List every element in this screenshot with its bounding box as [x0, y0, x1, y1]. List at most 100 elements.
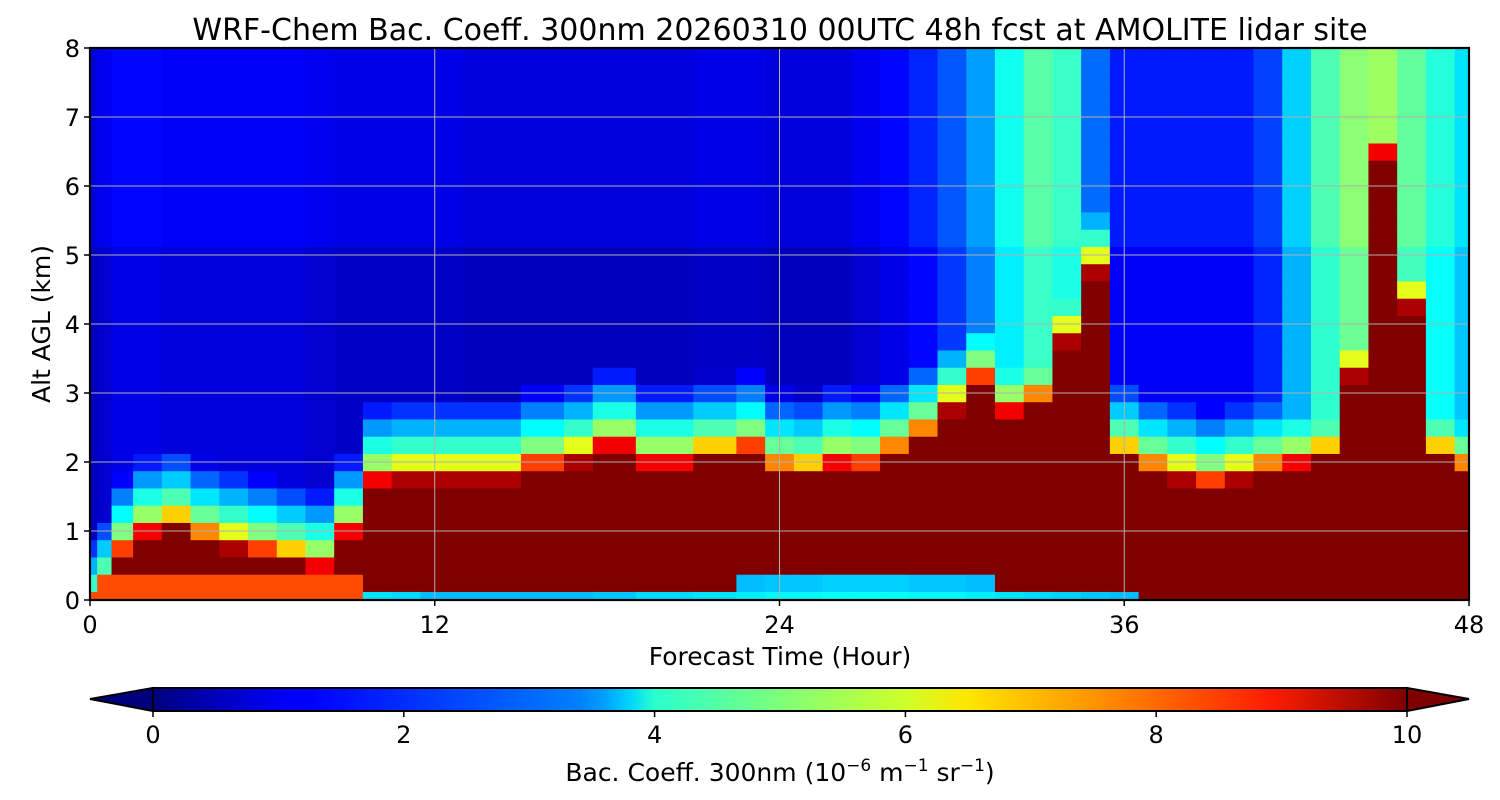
heatmap-cell	[520, 91, 565, 109]
heatmap-cell	[822, 556, 852, 575]
heatmap-cell	[1368, 470, 1398, 489]
heatmap-cell	[693, 401, 738, 420]
heatmap-cell	[1425, 401, 1456, 420]
heatmap-cell	[520, 73, 565, 92]
heatmap-cell	[520, 280, 565, 299]
heatmap-cell	[1454, 470, 1469, 489]
grid-lines	[90, 48, 1469, 600]
heatmap-cell	[822, 298, 852, 316]
heatmap-cell	[190, 142, 220, 161]
heatmap-cell	[420, 367, 465, 385]
heatmap-cell	[635, 349, 694, 368]
heatmap-cell	[994, 470, 1025, 489]
heatmap-cell	[1282, 470, 1312, 489]
heatmap-cell	[564, 280, 594, 299]
heatmap-cell	[219, 73, 249, 92]
heatmap-cell	[1081, 487, 1111, 506]
heatmap-cell	[592, 470, 637, 489]
heatmap-cell	[736, 91, 766, 109]
heatmap-cell	[190, 418, 220, 437]
heatmap-cell	[305, 194, 335, 213]
heatmap-cell	[908, 48, 939, 58]
heatmap-cell	[248, 142, 278, 161]
heatmap-cell	[111, 332, 134, 351]
heatmap-cell	[420, 349, 465, 368]
heatmap-cell	[994, 591, 1025, 600]
heatmap-cell	[1167, 142, 1197, 161]
heatmap-cell	[693, 73, 738, 92]
heatmap-cell	[1425, 160, 1456, 178]
heatmap-cell	[334, 332, 364, 351]
heatmap-cell	[1081, 539, 1111, 558]
heatmap-cell	[1282, 125, 1312, 144]
heatmap-cell	[190, 367, 220, 385]
heatmap-cell	[736, 332, 766, 351]
y-tick-label: 5	[65, 242, 80, 270]
heatmap-cell	[1282, 229, 1312, 247]
heatmap-cell	[463, 436, 522, 454]
heatmap-cell	[90, 418, 98, 437]
heatmap-cell	[1368, 142, 1398, 161]
heatmap-cell	[97, 367, 113, 385]
heatmap-cell	[362, 418, 393, 437]
heatmap-cell	[1425, 487, 1456, 506]
heatmap-cell	[161, 125, 192, 144]
heatmap-cell	[1454, 142, 1469, 161]
heatmap-cell	[994, 194, 1025, 213]
heatmap-cell	[1425, 48, 1456, 58]
heatmap-cell	[520, 125, 565, 144]
heatmap-cell	[1368, 487, 1398, 506]
heatmap-cell	[219, 367, 249, 385]
heatmap-cell	[276, 211, 307, 230]
heatmap-cell	[420, 280, 465, 299]
heatmap-cell	[592, 332, 637, 351]
heatmap-cell	[1282, 591, 1312, 600]
heatmap-cell	[463, 48, 522, 58]
heatmap-cell	[592, 73, 637, 92]
heatmap-cell	[1397, 539, 1427, 558]
heatmap-cell	[1454, 367, 1469, 385]
heatmap-cell	[736, 556, 766, 575]
heatmap-cell	[190, 505, 220, 523]
heatmap-cell	[276, 91, 307, 109]
heatmap-cell	[1368, 591, 1398, 600]
heatmap-cell	[822, 280, 852, 299]
heatmap-cell	[635, 229, 694, 247]
heatmap-cell	[851, 332, 881, 351]
heatmap-cell	[937, 349, 967, 368]
heatmap-cell	[822, 91, 852, 109]
heatmap-cell	[564, 349, 594, 368]
heatmap-cell	[1253, 229, 1283, 247]
heatmap-cell	[851, 487, 881, 506]
heatmap-cell	[133, 505, 163, 523]
heatmap-cell	[97, 591, 113, 600]
heatmap-cell	[463, 211, 522, 230]
heatmap-cell	[219, 298, 249, 316]
heatmap-cell	[161, 73, 192, 92]
heatmap-cell	[391, 280, 421, 299]
heatmap-cell	[1454, 73, 1469, 92]
heatmap-cell	[276, 142, 307, 161]
heatmap-cell	[1253, 48, 1283, 58]
heatmap-cell	[305, 487, 335, 506]
heatmap-cell	[219, 56, 249, 75]
heatmap-cell	[219, 48, 249, 58]
heatmap-cell	[793, 229, 824, 247]
heatmap-cell	[1224, 332, 1255, 351]
heatmap-cell	[966, 263, 996, 282]
heatmap-cell	[362, 556, 393, 575]
heatmap-cell	[1224, 487, 1255, 506]
heatmap-cell	[248, 470, 278, 489]
heatmap-cell	[305, 349, 335, 368]
heatmap-cell	[635, 142, 694, 161]
heatmap-cell	[1425, 505, 1456, 523]
heatmap-cell	[248, 556, 278, 575]
heatmap-cell	[276, 436, 307, 454]
heatmap-cell	[851, 91, 881, 109]
heatmap-cell	[592, 418, 637, 437]
heatmap-cell	[133, 418, 163, 437]
heatmap-cell	[1339, 56, 1370, 75]
heatmap-cell	[1339, 142, 1370, 161]
heatmap-cell	[97, 418, 113, 437]
heatmap-cell	[994, 73, 1025, 92]
